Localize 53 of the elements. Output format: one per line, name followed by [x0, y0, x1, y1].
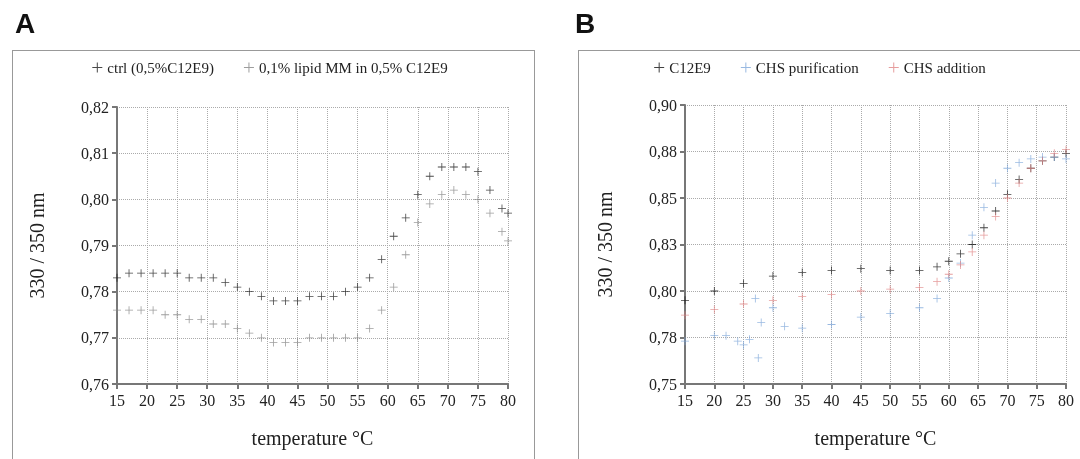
x-tick-label: 35	[794, 391, 811, 409]
x-axis-title: temperature °C	[814, 427, 937, 450]
x-tick-label: 70	[999, 391, 1016, 409]
y-tick-label: 0,82	[81, 98, 109, 116]
x-tick-label: 50	[319, 391, 336, 409]
x-tick-label: 40	[823, 391, 840, 409]
x-tick-label: 15	[677, 391, 693, 409]
y-tick-label: 0,83	[649, 236, 677, 253]
x-tick-label: 65	[970, 391, 987, 409]
y-axis-title: 330 / 350 nm	[26, 192, 48, 299]
x-tick-label: 40	[259, 391, 276, 409]
y-tick-label: 0,79	[81, 237, 109, 254]
y-tick-label: 0,78	[81, 283, 109, 301]
chart-title: A	[15, 7, 36, 39]
x-tick-label: 50	[882, 391, 899, 409]
x-axis-title: temperature °C	[251, 427, 374, 450]
legend-label: ctrl (0,5%C12E9)	[107, 59, 214, 77]
legend-label: 0,1% lipid MM in 0,5% C12E9	[258, 59, 448, 76]
x-tick-label: 55	[911, 391, 928, 409]
x-tick-label: 25	[735, 391, 752, 409]
y-tick-label: 0,90	[649, 96, 677, 114]
y-tick-label: 0,77	[81, 329, 109, 347]
x-tick-label: 70	[439, 391, 456, 409]
x-tick-label: 20	[706, 391, 723, 409]
x-tick-label: 45	[289, 391, 306, 409]
x-tick-label: 75	[1028, 391, 1045, 409]
x-tick-label: 45	[852, 391, 869, 409]
x-tick-label: 30	[199, 391, 216, 409]
y-tick-label: 0,85	[649, 189, 677, 207]
legend-label: CHS purification	[755, 59, 860, 76]
y-tick-label: 0,76	[81, 375, 109, 393]
x-tick-label: 80	[1058, 391, 1074, 409]
x-tick-label: 15	[109, 391, 125, 409]
y-tick-label: 0,78	[649, 329, 677, 346]
x-tick-label: 75	[469, 391, 486, 409]
legend-label: C12E9	[669, 59, 711, 76]
x-tick-label: 60	[379, 391, 396, 409]
x-tick-label: 30	[764, 391, 781, 409]
y-tick-label: 0,81	[81, 144, 109, 162]
x-tick-label: 35	[229, 391, 246, 409]
y-axis-title: 330 / 350 nm	[594, 191, 616, 298]
x-tick-label: 80	[500, 391, 516, 409]
x-tick-label: 20	[139, 391, 156, 409]
x-tick-label: 60	[940, 391, 957, 409]
y-tick-label: 0,75	[649, 375, 677, 393]
y-tick-label: 0,88	[649, 143, 677, 160]
legend-label: CHS addition	[903, 59, 987, 76]
chart-title: B	[575, 7, 596, 39]
x-tick-label: 65	[409, 391, 426, 409]
y-tick-label: 0,80	[81, 190, 109, 208]
x-tick-label: 25	[169, 391, 186, 409]
x-tick-label: 55	[349, 391, 366, 409]
y-tick-label: 0,80	[649, 282, 677, 300]
